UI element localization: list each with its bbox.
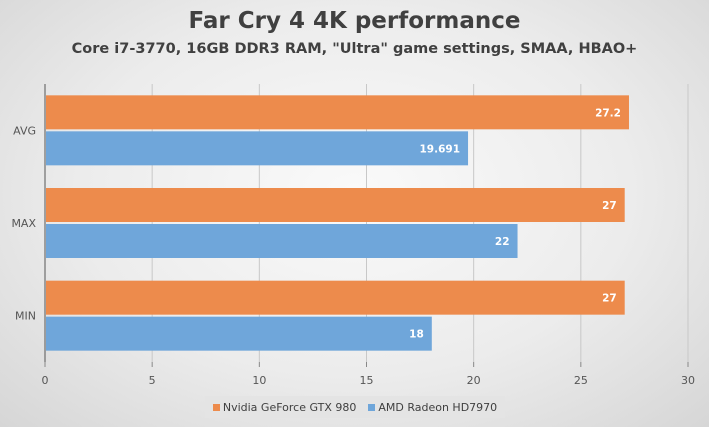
legend-item-amd: AMD Radeon HD7970 (368, 401, 497, 414)
data-label: 27 (602, 293, 617, 305)
bar (46, 188, 625, 222)
data-label: 18 (409, 329, 424, 341)
category-label: AVG (13, 124, 36, 137)
bar (46, 131, 469, 166)
x-tick-label: 0 (42, 374, 49, 387)
legend-item-nvidia: Nvidia GeForce GTX 980 (212, 400, 357, 414)
x-tick-label: 30 (681, 374, 695, 387)
x-tick-label: 20 (467, 374, 481, 387)
legend-swatch (212, 403, 220, 411)
data-label: 27 (602, 200, 617, 212)
legend-label: AMD Radeon HD7970 (378, 400, 498, 414)
x-tick-label: 15 (360, 374, 374, 387)
category-label: MAX (11, 217, 36, 230)
bar (46, 316, 432, 351)
data-label: 19.691 (420, 143, 461, 155)
bar (46, 224, 518, 258)
data-label: 22 (495, 236, 510, 248)
legend-label: Nvidia GeForce GTX 980 (222, 400, 357, 414)
bar (46, 95, 629, 130)
x-tick-label: 10 (252, 374, 266, 387)
data-label: 27.2 (595, 107, 621, 119)
legend: Nvidia GeForce GTX 980 AMD Radeon HD7970 (205, 396, 505, 418)
x-tick-label: 25 (574, 374, 588, 387)
chart-title: Far Cry 4 4K performance (188, 8, 521, 34)
category-label: MIN (15, 310, 36, 323)
x-tick-label: 5 (149, 374, 156, 387)
legend-swatch (368, 403, 376, 411)
chart-subtitle: Core i7-3770, 16GB DDR3 RAM, "Ultra" gam… (71, 41, 638, 57)
bar (46, 280, 625, 315)
